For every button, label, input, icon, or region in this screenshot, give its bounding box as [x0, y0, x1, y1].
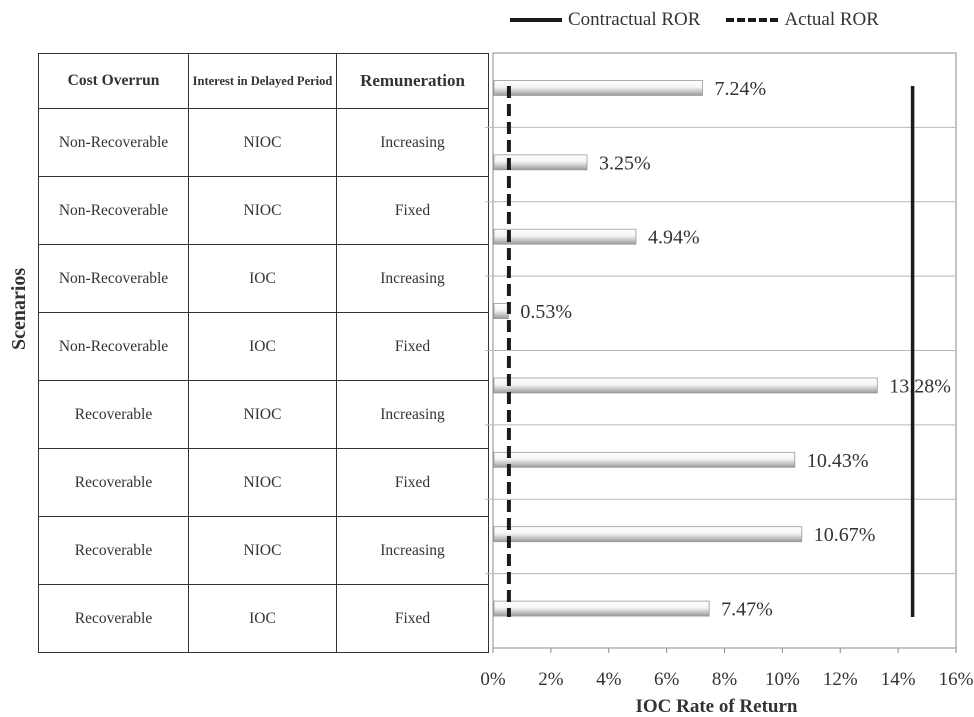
table-cell: Fixed: [336, 176, 489, 245]
legend-actual-label: Actual ROR: [784, 9, 879, 30]
x-axis-title: IOC Rate of Return: [635, 696, 797, 717]
table-row: Recoverable NIOC Fixed: [38, 448, 489, 517]
table-row: Recoverable NIOC Increasing: [38, 516, 489, 585]
bar: [493, 154, 588, 171]
x-tick-label: 8%: [712, 669, 738, 690]
table-cell: IOC: [188, 312, 337, 381]
bar: [493, 228, 637, 245]
x-tick-label: 10%: [765, 669, 800, 690]
table-cell: Increasing: [336, 108, 489, 177]
dashed-line-swatch: [726, 18, 779, 22]
table-row: Non-Recoverable IOC Fixed: [38, 312, 489, 381]
data-label: 7.24%: [715, 78, 767, 100]
data-label: 10.67%: [814, 524, 876, 546]
x-tick-label: 12%: [823, 669, 858, 690]
header-remuneration: Remuneration: [336, 53, 489, 109]
table-cell: Increasing: [336, 516, 489, 585]
data-label: 7.47%: [721, 599, 773, 621]
table-row: Non-Recoverable IOC Increasing: [38, 244, 489, 313]
legend-contractual: Contractual ROR: [510, 9, 700, 31]
table-cell: Non-Recoverable: [38, 244, 189, 313]
x-tick-label: 2%: [538, 669, 564, 690]
table-cell: Recoverable: [38, 516, 189, 585]
data-label: 3.25%: [599, 152, 651, 174]
x-tick-label: 0%: [480, 669, 506, 690]
x-tick-label: 14%: [881, 669, 916, 690]
solid-line-swatch: [510, 18, 562, 22]
legend: Contractual ROR Actual ROR: [510, 8, 905, 32]
data-label: 10.43%: [807, 450, 869, 472]
bar: [493, 451, 796, 468]
legend-contractual-label: Contractual ROR: [568, 9, 701, 30]
bar: [493, 526, 803, 543]
bar: [493, 600, 710, 617]
data-label: 4.94%: [648, 227, 700, 249]
table-row: Recoverable IOC Fixed: [38, 584, 489, 653]
bar: [493, 303, 509, 319]
x-tick-label: 4%: [596, 669, 622, 690]
legend-actual: Actual ROR: [726, 9, 879, 31]
header-interest: Interest in Delayed Period: [188, 53, 337, 109]
bar: [493, 377, 878, 394]
header-cost-overrun: Cost Overrun: [38, 53, 189, 109]
table-cell: NIOC: [188, 516, 337, 585]
data-label: 0.53%: [520, 301, 572, 323]
table-cell: Increasing: [336, 244, 489, 313]
x-tick-label: 6%: [654, 669, 680, 690]
table-cell: Recoverable: [38, 448, 189, 517]
table-cell: Fixed: [336, 584, 489, 653]
table-cell: NIOC: [188, 448, 337, 517]
table-cell: Fixed: [336, 448, 489, 517]
data-label: 13.28%: [889, 375, 951, 397]
x-tick-label: 16%: [939, 669, 974, 690]
table-header-row: Cost Overrun Interest in Delayed Period …: [38, 53, 489, 109]
table-cell: Increasing: [336, 380, 489, 449]
bar: [493, 80, 703, 96]
scenario-table: Cost Overrun Interest in Delayed Period …: [38, 53, 489, 653]
table-cell: NIOC: [188, 380, 337, 449]
